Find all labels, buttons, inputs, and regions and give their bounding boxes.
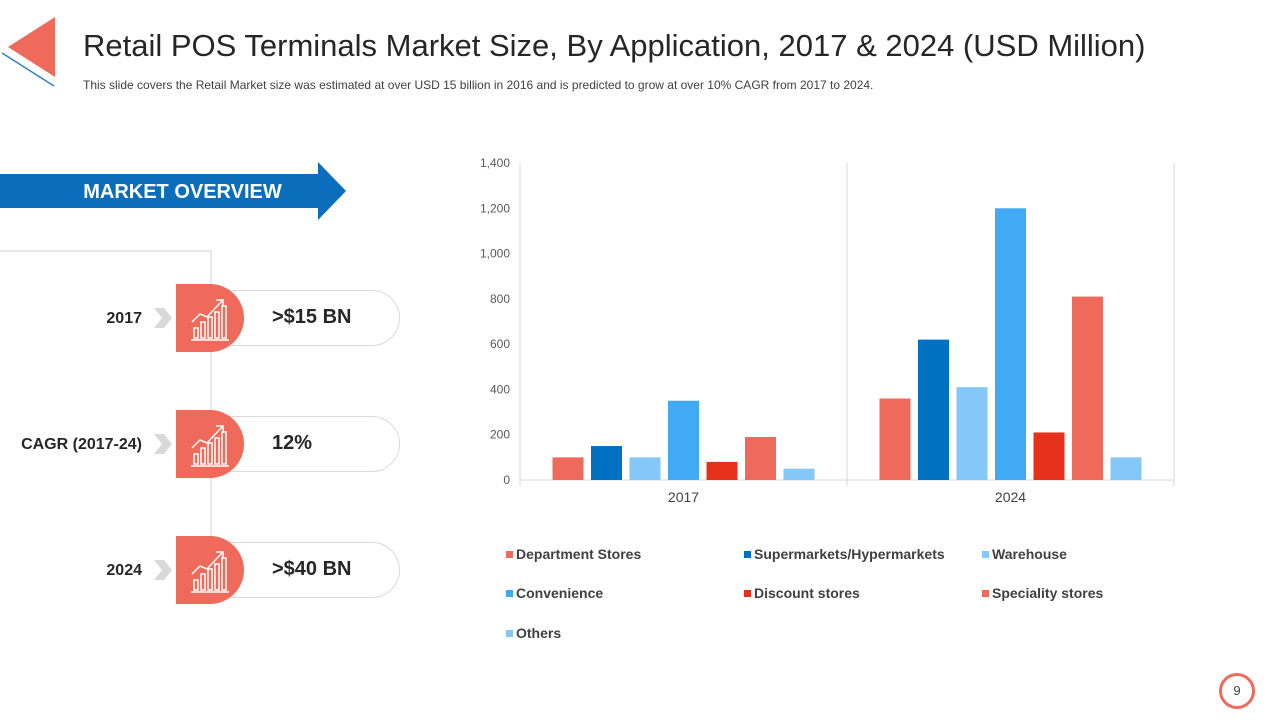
bar-discount-stores-2017 — [706, 461, 738, 480]
chevron-right-icon — [154, 434, 172, 454]
y-tick-label: 400 — [490, 382, 510, 396]
bar-speciality-stores-2017 — [745, 436, 776, 480]
page-number: 9 — [1219, 673, 1255, 709]
stat-value: 12% — [272, 432, 313, 454]
growth-chart-icon — [176, 410, 244, 478]
legend-swatch — [744, 589, 751, 597]
legend-label: Others — [516, 625, 562, 641]
legend-item: Speciality stores — [982, 585, 1103, 601]
legend-item: Others — [506, 625, 561, 641]
stat-label: 2017 — [106, 310, 142, 327]
y-tick-label: 600 — [490, 337, 510, 351]
bar-discount-stores-2024 — [1033, 432, 1065, 480]
y-tick-label: 200 — [490, 428, 510, 442]
bar-warehouse-2017 — [629, 457, 661, 480]
stat-label: 2024 — [106, 562, 142, 579]
chevron-right-icon — [154, 308, 172, 328]
page-title: Retail POS Terminals Market Size, By App… — [83, 28, 1146, 63]
x-tick-label: 2017 — [668, 489, 699, 505]
bar-others-2017 — [783, 468, 815, 480]
legend-swatch — [982, 550, 989, 558]
market-overview-label: MARKET OVERVIEW — [83, 181, 282, 203]
growth-chart-icon — [176, 284, 244, 352]
bar-speciality-stores-2024 — [1072, 296, 1103, 480]
stat-row-cagr: CAGR (2017-24) 12% — [0, 410, 420, 480]
legend-label: Warehouse — [992, 546, 1067, 562]
legend-label: Convenience — [516, 585, 604, 601]
bar-department-stores-2024 — [879, 398, 911, 480]
legend-item: Discount stores — [744, 585, 860, 601]
chevron-right-icon — [154, 560, 172, 580]
market-size-bar-chart: 0 200 400 600 800 1,000 1,200 1,400 2017 2024 — [480, 156, 1175, 505]
bar-others-2024 — [1110, 457, 1142, 480]
growth-chart-icon — [176, 536, 244, 604]
bar-supermarkets-hypermarkets-2024 — [918, 339, 949, 480]
stat-row-2017: 2017 >$15 BN — [0, 284, 420, 354]
stat-value: >$40 BN — [272, 558, 352, 580]
legend-item: Supermarkets/Hypermarkets — [744, 546, 945, 562]
legend-swatch — [982, 589, 989, 597]
stat-label: CAGR (2017-24) — [21, 436, 142, 453]
y-tick-label: 800 — [490, 292, 510, 306]
stat-row-2024: 2024 >$40 BN — [0, 536, 420, 606]
legend-label: Discount stores — [754, 585, 860, 601]
y-tick-label: 1,000 — [480, 247, 510, 261]
chart-legend: Department Stores Supermarkets/Hypermarke… — [506, 546, 1226, 656]
legend-label: Speciality stores — [992, 585, 1104, 601]
legend-swatch — [506, 550, 513, 558]
bar-department-stores-2017 — [552, 457, 584, 480]
page-subtitle: This slide covers the Retail Market size… — [83, 78, 874, 92]
legend-label: Supermarkets/Hypermarkets — [754, 546, 945, 562]
y-tick-label: 0 — [503, 473, 510, 487]
legend-item: Department Stores — [506, 546, 641, 562]
bar-supermarkets-hypermarkets-2017 — [591, 446, 622, 480]
legend-item: Warehouse — [982, 546, 1067, 562]
legend-item: Convenience — [506, 585, 603, 601]
legend-label: Department Stores — [516, 546, 642, 562]
stat-value: >$15 BN — [272, 306, 352, 328]
legend-swatch — [506, 629, 513, 637]
y-tick-label: 1,400 — [480, 156, 510, 170]
bar-convenience-2017 — [668, 400, 699, 480]
y-tick-label: 1,200 — [480, 201, 510, 215]
legend-swatch — [744, 550, 751, 558]
x-tick-label: 2024 — [995, 489, 1026, 505]
bar-warehouse-2024 — [956, 387, 988, 480]
bar-convenience-2024 — [995, 208, 1026, 480]
legend-swatch — [506, 589, 513, 597]
corner-logo — [1, 17, 55, 87]
market-overview-arrow — [0, 162, 346, 220]
